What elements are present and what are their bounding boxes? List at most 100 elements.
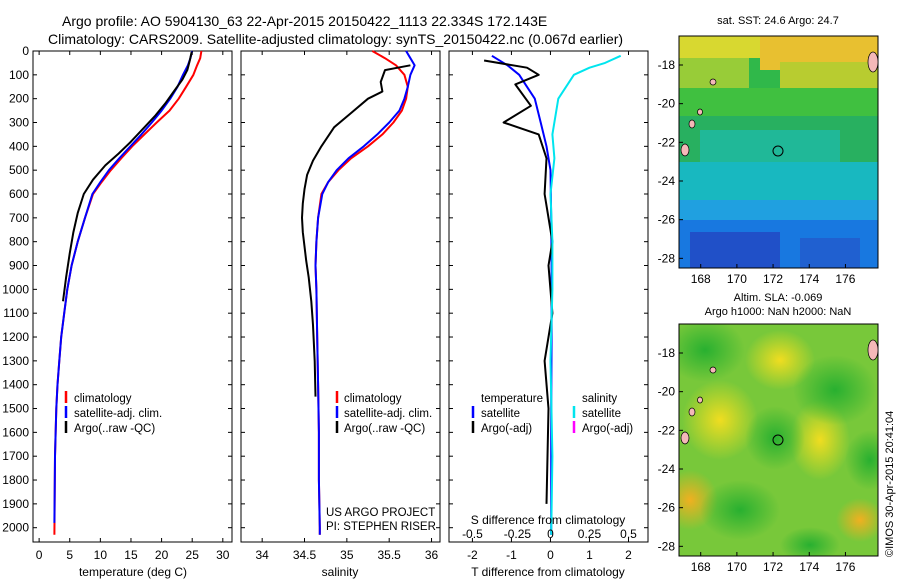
sla_map-ytick-label: -20 (658, 385, 676, 399)
legend-climatology: climatology (74, 393, 132, 405)
sst-islands (680, 51, 879, 157)
depth-tick-label: 1000 (2, 282, 29, 296)
difference-xtick-label: -1 (506, 548, 517, 562)
temperature-xlabel: temperature (deg C) (79, 565, 187, 579)
sst-map-frame (678, 35, 879, 269)
legend-argo: Argo(..raw -QC) (344, 423, 425, 435)
depth-tick-label: 2000 (2, 521, 29, 535)
difference-salinity-satellite-line (549, 54, 622, 535)
sst_map-xtick-label: 176 (835, 272, 855, 286)
legend-satellite: satellite-adj. clim. (74, 408, 162, 420)
sst_map-xtick-label: 174 (799, 272, 819, 286)
depth-tick-label: 1500 (2, 402, 29, 416)
figure-title-line1: Argo profile: AO 5904130_63 22-Apr-2015 … (62, 13, 547, 29)
sla-axis: 168 170 172 174 176 -18 -20 -22 -24 -26 -28 (658, 346, 856, 574)
depth-tick-label: 1600 (2, 425, 29, 439)
sst_map-ytick-label: -18 (658, 58, 676, 72)
difference-xlabel-salinity: S difference from climatology (471, 513, 626, 527)
difference-xtick-label: -2 (467, 548, 478, 562)
difference-xtick2-label: -0.25 (504, 527, 532, 541)
depth-tick-label: 1100 (3, 306, 29, 320)
salinity-legend: climatology satellite-adj. clim. Argo(..… (335, 391, 432, 435)
temperature-xtick-label: 20 (155, 548, 169, 562)
project-credit: US ARGO PROJECT (326, 507, 435, 519)
sla-argo-marker (772, 434, 784, 446)
sst_map-ytick-label: -28 (658, 251, 676, 265)
difference-xtick2-label: 0 (547, 527, 554, 541)
temperature-panel-frame (32, 50, 233, 543)
depth-tick-label: 700 (9, 211, 29, 225)
salinity-xlabel: salinity (322, 565, 359, 579)
sla_map-xtick-label: 174 (799, 560, 819, 574)
sla-map-frame (678, 323, 879, 557)
sla_map-ytick-label: -22 (658, 423, 676, 437)
depth-tick-label: 1200 (2, 330, 29, 344)
legend-temperature-title: temperature (481, 393, 543, 405)
salinity-satellite-adj-clim--line (314, 50, 416, 535)
difference-panel-frame (448, 50, 649, 543)
sst-map (679, 36, 878, 268)
legend-climatology: climatology (344, 393, 402, 405)
temperature-xtick-label: 0 (36, 548, 43, 562)
sla_map-xtick-label: 176 (835, 560, 855, 574)
depth-tick-label: 1800 (2, 473, 29, 487)
pi-credit: PI: STEPHEN RISER (326, 521, 436, 533)
sst_map-xtick-label: 170 (727, 272, 747, 286)
difference-xtick2-label: -0.5 (462, 527, 483, 541)
sla_map-xtick-label: 170 (727, 560, 747, 574)
sst_map-xtick-label: 168 (691, 272, 711, 286)
difference-xlabel: T difference from climatology (471, 565, 625, 579)
depth-tick-label: 300 (9, 116, 29, 130)
sla-map (679, 324, 878, 556)
depth-tick-label: 1700 (2, 449, 29, 463)
temperature-legend: climatology satellite-adj. clim. Argo(..… (64, 391, 162, 435)
salinity-xtick-label: 34.5 (293, 548, 317, 562)
legend-salinity-title: salinity (582, 393, 617, 405)
depth-tick-label: 400 (9, 139, 29, 153)
sst-map-title: sat. SST: 24.6 Argo: 24.7 (717, 15, 839, 27)
depth-tick-label: 200 (9, 92, 29, 106)
sla_map-ytick-label: -24 (658, 462, 676, 476)
salinity-xtick-label: 34 (255, 548, 269, 562)
sla_map-ytick-label: -26 (658, 501, 676, 515)
depth-tick-label: 100 (9, 68, 29, 82)
depth-tick-label: 1900 (2, 497, 29, 511)
temperature-climatology-line (53, 50, 203, 535)
temperature-xtick-label: 5 (66, 548, 73, 562)
temperature-xtick-label: 15 (124, 548, 138, 562)
sst_map-xtick-label: 172 (763, 272, 783, 286)
difference-xtick2-label: 0.25 (578, 527, 602, 541)
salinity-panel-frame (240, 50, 441, 543)
difference-xtick-label: 2 (625, 548, 632, 562)
depth-tick-label: 900 (9, 259, 29, 273)
legend-s-argo: Argo(-adj) (582, 423, 633, 435)
sst_map-ytick-label: -20 (658, 97, 676, 111)
sla_map-ytick-label: -28 (658, 539, 676, 553)
x-axes: 0 5 10 15 20 25 30 34 34.5 35 35.5 36 -2 -1 0 1 2 -0.5 -0.… (36, 51, 637, 562)
sst_map-ytick-label: -26 (658, 213, 676, 227)
depth-tick-label: 500 (9, 163, 29, 177)
depth-tick-label: 0 (22, 44, 29, 58)
difference-legend: temperature satellite Argo(-adj) salinit… (471, 393, 633, 435)
depth-tick-label: 800 (9, 235, 29, 249)
sla-map-subtitle: Argo h1000: NaN h2000: NaN (705, 306, 852, 318)
temperature-argo-raw-qc--line (62, 51, 193, 302)
temperature-satellite-adj-clim--line (53, 50, 194, 523)
difference-argo-adj--line (483, 59, 554, 504)
sla_map-xtick-label: 168 (691, 560, 711, 574)
depth-tick-label: 1400 (2, 378, 29, 392)
legend-satellite: satellite-adj. clim. (344, 408, 432, 420)
sla_map-ytick-label: -18 (658, 346, 676, 360)
figure-title-line2: Climatology: CARS2009. Satellite-adjuste… (48, 31, 623, 47)
salinity-xtick-label: 35.5 (378, 548, 402, 562)
sst_map-ytick-label: -22 (658, 135, 676, 149)
imos-timestamp: ©IMOS 30-Apr-2015 20:41:04 (884, 411, 896, 557)
sst_map-ytick-label: -24 (658, 174, 676, 188)
profile-lines (53, 50, 622, 535)
legend-argo: Argo(..raw -QC) (74, 423, 155, 435)
depth-tick-label: 1300 (2, 354, 29, 368)
legend-t-argo: Argo(-adj) (481, 423, 532, 435)
salinity-xtick-label: 35 (340, 548, 354, 562)
sla-map-title: Altim. SLA: -0.069 (734, 292, 823, 304)
